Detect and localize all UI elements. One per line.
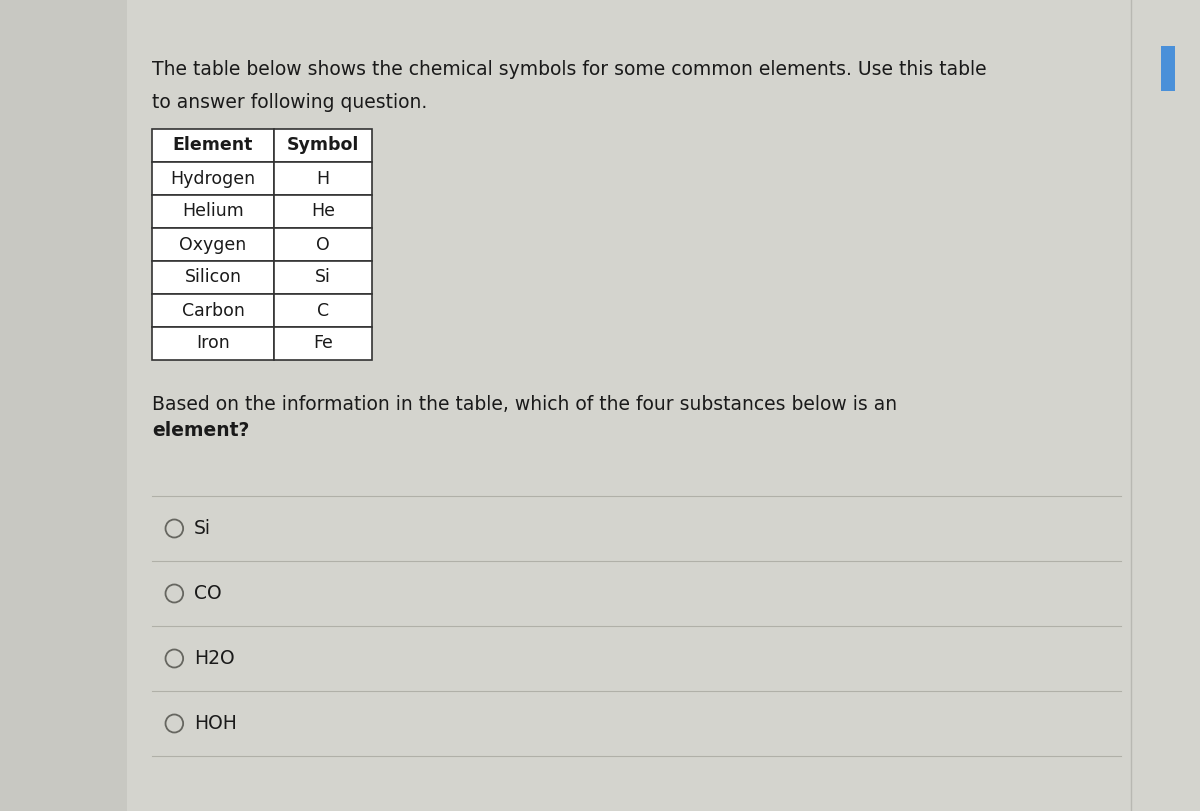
Bar <box>152 195 275 228</box>
Bar <box>1160 46 1175 91</box>
Text: The table below shows the chemical symbols for some common elements. Use this ta: The table below shows the chemical symbo… <box>152 60 986 79</box>
Text: Si: Si <box>194 519 211 538</box>
Bar <box>152 261 275 294</box>
Bar <box>275 228 372 261</box>
Text: He: He <box>311 203 335 221</box>
Bar <box>275 129 372 162</box>
Bar <box>275 261 372 294</box>
Text: Helium: Helium <box>182 203 244 221</box>
Text: element?: element? <box>152 421 250 440</box>
Text: Symbol: Symbol <box>287 136 359 155</box>
Text: Based on the information in the table, which of the four substances below is an: Based on the information in the table, w… <box>152 395 896 414</box>
Bar <box>152 162 275 195</box>
Text: Fe: Fe <box>313 334 334 353</box>
Bar <box>275 162 372 195</box>
Bar <box>152 228 275 261</box>
Text: Iron: Iron <box>196 334 230 353</box>
Bar <box>275 294 372 327</box>
Text: Oxygen: Oxygen <box>179 235 247 254</box>
Text: Si: Si <box>316 268 331 286</box>
Text: Carbon: Carbon <box>181 302 245 320</box>
Bar <box>152 294 275 327</box>
Text: HOH: HOH <box>194 714 236 733</box>
Bar <box>275 195 372 228</box>
Text: Hydrogen: Hydrogen <box>170 169 256 187</box>
Bar <box>275 327 372 360</box>
Text: Element: Element <box>173 136 253 155</box>
Text: H2O: H2O <box>194 649 234 668</box>
Text: to answer following question.: to answer following question. <box>152 93 427 112</box>
Text: Silicon: Silicon <box>185 268 241 286</box>
Text: O: O <box>317 235 330 254</box>
Bar <box>152 327 275 360</box>
Text: C: C <box>317 302 329 320</box>
Text: H: H <box>317 169 330 187</box>
Bar <box>152 129 275 162</box>
Bar <box>0 0 127 811</box>
Text: CO: CO <box>194 584 222 603</box>
